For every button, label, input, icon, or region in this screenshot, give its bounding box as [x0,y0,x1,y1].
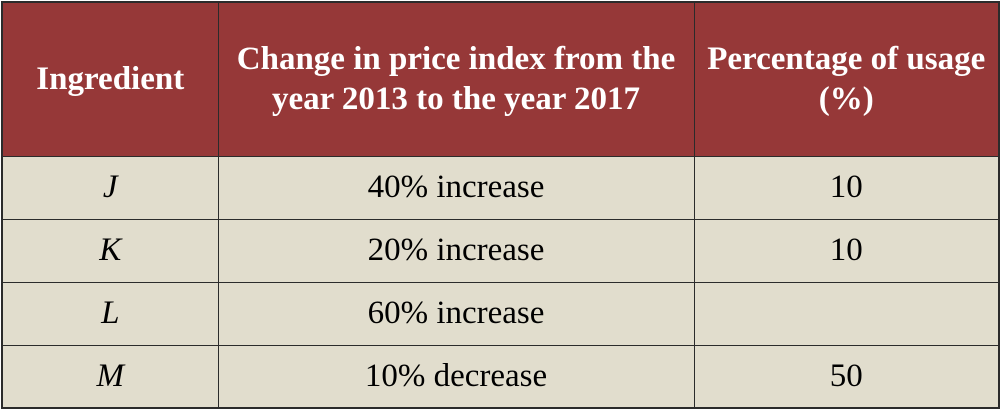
cell-price-change: 10% decrease [217,344,695,409]
header-usage-percentage: Percentage of usage (%) [693,1,1000,157]
table-body: J 40% increase 10 K 20% increase 10 L 60… [1,155,1000,409]
cell-usage [693,281,1000,346]
cell-ingredient: K [1,218,219,283]
table-header: Ingredient Change in price index from th… [1,1,1000,157]
cell-usage: 10 [693,155,1000,220]
table-row: K 20% increase 10 [1,218,1000,283]
table-row: M 10% decrease 50 [1,344,1000,409]
cell-usage: 10 [693,218,1000,283]
header-ingredient: Ingredient [1,1,219,157]
table-row: L 60% increase [1,281,1000,346]
cell-usage: 50 [693,344,1000,409]
cell-ingredient: J [1,155,219,220]
cell-ingredient: L [1,281,219,346]
header-price-change: Change in price index from the year 2013… [217,1,695,157]
table-row: J 40% increase 10 [1,155,1000,220]
cell-ingredient: M [1,344,219,409]
cell-price-change: 60% increase [217,281,695,346]
cell-price-change: 40% increase [217,155,695,220]
header-row: Ingredient Change in price index from th… [1,1,1000,157]
cell-price-change: 20% increase [217,218,695,283]
